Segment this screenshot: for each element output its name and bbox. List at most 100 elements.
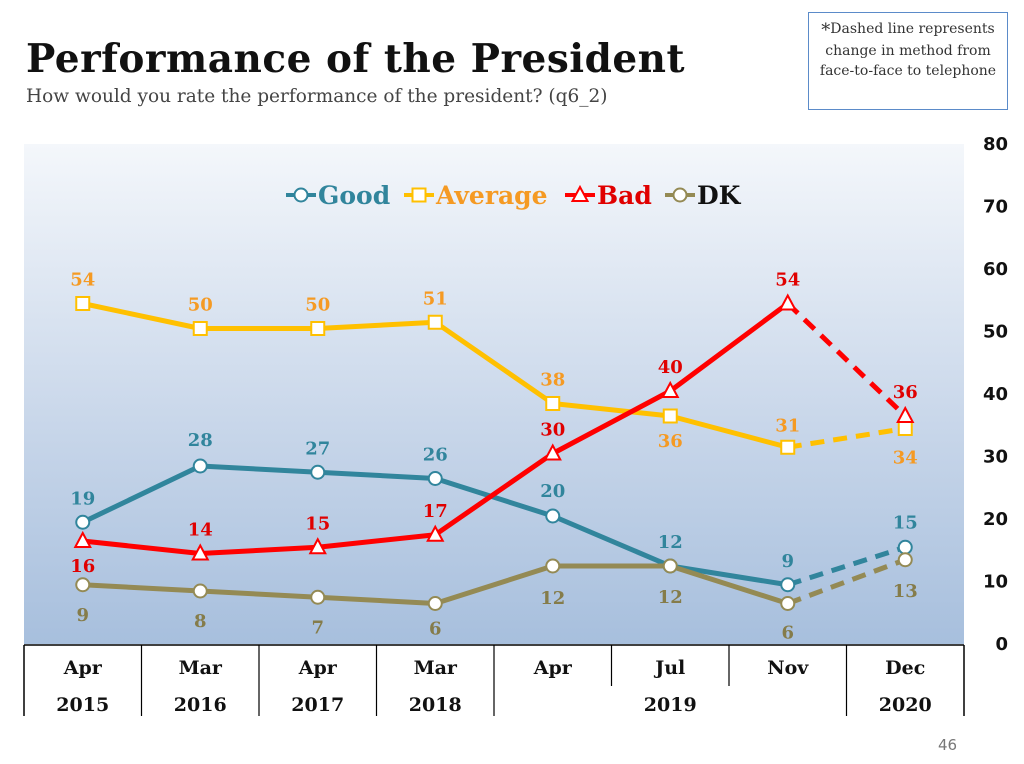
point-dk — [662, 558, 678, 574]
y-tick-label: 0 — [995, 634, 1008, 655]
y-tick-label: 70 — [983, 197, 1008, 218]
data-label-dk: 6 — [781, 623, 794, 644]
point-dk — [545, 558, 561, 574]
data-label-bad: 14 — [188, 520, 213, 541]
x-tick-label: Apr — [63, 657, 103, 679]
y-tick-label: 40 — [983, 384, 1008, 405]
point-good — [780, 577, 796, 593]
point-dk — [75, 577, 91, 593]
x-year-label: 2018 — [409, 694, 462, 716]
point-dk — [897, 552, 913, 568]
chart-subtitle: How would you rate the performance of th… — [26, 86, 608, 107]
data-label-average: 50 — [188, 295, 213, 316]
x-tick-label: Apr — [298, 657, 338, 679]
data-label-average: 54 — [70, 270, 95, 291]
y-tick-label: 30 — [983, 447, 1008, 468]
point-dk — [310, 589, 326, 605]
point-dk — [780, 596, 796, 611]
point-dk — [192, 583, 208, 599]
legend-label-good: Good — [318, 181, 390, 210]
point-average — [75, 296, 91, 311]
data-label-dk: 7 — [311, 617, 324, 638]
data-label-bad: 16 — [70, 556, 95, 577]
data-label-dk: 12 — [540, 588, 565, 609]
data-label-dk: 9 — [76, 605, 89, 626]
x-year-label: 2016 — [174, 694, 227, 716]
data-label-dk: 13 — [893, 581, 918, 602]
data-label-good: 28 — [188, 430, 213, 451]
point-good — [192, 458, 208, 474]
y-tick-label: 50 — [983, 322, 1008, 343]
point-bad — [661, 380, 680, 398]
y-tick-label: 80 — [983, 134, 1008, 155]
data-label-average: 50 — [305, 295, 330, 316]
note-line-1: Dashed line represents — [830, 21, 995, 37]
legend-marker-average — [411, 187, 427, 203]
data-label-good: 15 — [893, 512, 918, 533]
point-average — [310, 321, 326, 336]
data-label-average: 36 — [658, 431, 683, 452]
point-good — [897, 539, 913, 555]
x-tick-label: Dec — [885, 657, 925, 679]
y-tick-label: 10 — [983, 572, 1008, 593]
point-average — [192, 321, 208, 336]
series-dashed-average — [787, 426, 906, 450]
note-line-3: face-to-face to telephone — [819, 63, 997, 79]
y-tick-label: 20 — [983, 509, 1008, 530]
point-average — [780, 439, 796, 455]
x-year-label: 2017 — [291, 694, 344, 716]
data-label-good: 26 — [423, 445, 448, 466]
data-label-bad: 30 — [540, 420, 565, 441]
point-bad — [778, 293, 797, 311]
method-note: *Dashed line represents change in method… — [808, 12, 1008, 110]
x-year-label: 2020 — [879, 694, 932, 716]
point-bad — [543, 443, 562, 461]
point-bad — [426, 524, 445, 542]
data-label-good: 19 — [70, 488, 95, 509]
data-label-good: 20 — [540, 481, 565, 502]
point-good — [75, 514, 91, 530]
point-bad — [896, 405, 915, 423]
legend-label-bad: Bad — [597, 181, 652, 210]
legend-marker-good — [293, 187, 309, 203]
data-label-dk: 12 — [658, 587, 683, 608]
data-label-bad: 17 — [423, 501, 448, 522]
x-tick-label: Jul — [653, 657, 685, 679]
point-bad — [308, 537, 327, 555]
x-tick-label: Nov — [767, 657, 809, 679]
chart-title: Performance of the President — [26, 36, 686, 82]
series-dashed-bad — [786, 301, 907, 418]
x-year-label: 2019 — [644, 694, 697, 716]
data-label-good: 9 — [781, 551, 794, 572]
page-number: 46 — [938, 736, 958, 754]
x-tick-label: Mar — [179, 657, 223, 679]
data-label-average: 31 — [775, 415, 800, 436]
plot-background — [24, 144, 964, 644]
point-average — [662, 408, 678, 424]
data-label-average: 38 — [540, 370, 565, 391]
point-good — [310, 464, 326, 480]
data-label-good: 27 — [305, 438, 330, 459]
legend-label-average: Average — [435, 181, 548, 210]
data-label-dk: 6 — [429, 619, 442, 640]
y-tick-label: 60 — [983, 259, 1008, 280]
point-bad — [191, 543, 210, 561]
point-average — [427, 314, 443, 330]
x-year-label: 2015 — [56, 694, 109, 716]
note-line-2: change in method from — [825, 43, 991, 59]
series-dashed-dk — [786, 557, 907, 606]
data-label-good: 12 — [658, 532, 683, 553]
point-bad — [73, 530, 92, 548]
legend-label-dk: DK — [697, 181, 742, 210]
note-asterisk: * — [821, 20, 831, 41]
x-tick-label: Mar — [414, 657, 458, 679]
point-good — [545, 508, 561, 524]
data-label-average: 51 — [423, 288, 448, 309]
data-label-bad: 15 — [305, 513, 330, 534]
data-label-bad: 40 — [658, 357, 683, 378]
legend-marker-dk — [672, 187, 688, 203]
point-average — [545, 396, 561, 411]
data-label-dk: 8 — [194, 611, 207, 632]
data-label-bad: 54 — [775, 270, 800, 291]
